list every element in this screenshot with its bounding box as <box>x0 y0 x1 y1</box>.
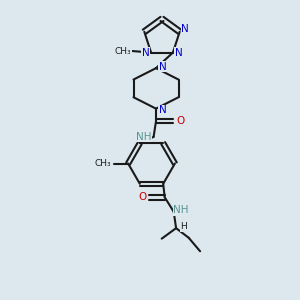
Text: CH₃: CH₃ <box>95 159 112 168</box>
Text: O: O <box>176 116 185 126</box>
Text: N: N <box>159 61 167 72</box>
Text: CH₃: CH₃ <box>115 46 131 56</box>
Text: N: N <box>175 47 183 58</box>
Text: N: N <box>181 24 189 34</box>
Text: H: H <box>180 222 187 231</box>
Text: NH: NH <box>173 205 189 215</box>
Text: NH: NH <box>136 132 152 142</box>
Text: N: N <box>142 47 149 58</box>
Text: N: N <box>159 105 167 115</box>
Text: O: O <box>138 192 147 202</box>
